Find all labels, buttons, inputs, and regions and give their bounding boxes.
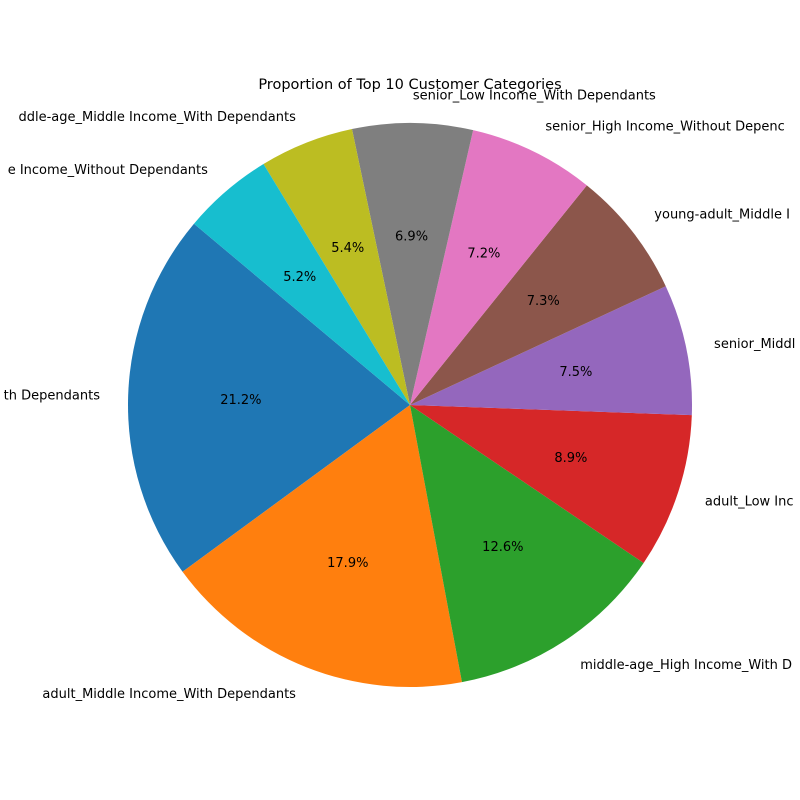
slice-category-label: e Income_Without Dependants xyxy=(8,163,208,178)
slice-percent-label: 12.6% xyxy=(482,540,523,555)
pie-slice xyxy=(410,405,692,563)
pie-slice xyxy=(410,185,666,405)
slice-percent-label: 5.2% xyxy=(283,270,316,285)
slice-percent-label: 7.2% xyxy=(467,246,500,261)
pie-slice xyxy=(263,129,410,406)
slice-category-label: adult_Low Inc xyxy=(705,495,794,510)
slice-category-label: senior_Middl xyxy=(714,337,795,352)
slice-category-label: middle-age_High Income_With D xyxy=(580,658,792,673)
pie-slice xyxy=(182,405,462,688)
slice-percent-label: 21.2% xyxy=(220,393,261,408)
slice-category-label: ddle-age_Middle Income_With Dependants xyxy=(18,110,296,125)
slice-percent-label: 17.9% xyxy=(327,556,368,571)
pie-slice xyxy=(410,405,644,683)
slice-labels: th Dependants adult_Middle Income_With De… xyxy=(4,88,796,702)
slice-percent-label: 7.3% xyxy=(527,294,560,309)
slice-category-label: adult_Middle Income_With Dependants xyxy=(42,687,296,702)
slice-category-label: th Dependants xyxy=(4,388,101,403)
slice-category-label: senior_High Income_Without Depenc xyxy=(545,119,784,134)
slice-percent-label: 8.9% xyxy=(554,451,587,466)
slice-percent-label: 7.5% xyxy=(559,365,592,380)
slice-category-label: senior_Low Income_With Dependants xyxy=(413,88,656,103)
pie-slice xyxy=(193,164,410,405)
pie-slice xyxy=(410,286,693,416)
slice-category-label: young-adult_Middle I xyxy=(654,207,790,222)
slice-percent-label: 6.9% xyxy=(395,229,428,244)
pie-slice xyxy=(351,123,474,405)
pie-slice xyxy=(410,130,587,405)
pie-slice xyxy=(128,223,410,572)
pie-slices xyxy=(128,123,693,688)
slice-percent-label: 5.4% xyxy=(331,241,364,256)
chart-title: Proportion of Top 10 Customer Categories xyxy=(258,77,561,93)
percent-labels: 21.2% 17.9% 12.6% 8.9% 7.5% 7.3% 7.2% 6.9% 5.4% 5… xyxy=(220,229,592,571)
